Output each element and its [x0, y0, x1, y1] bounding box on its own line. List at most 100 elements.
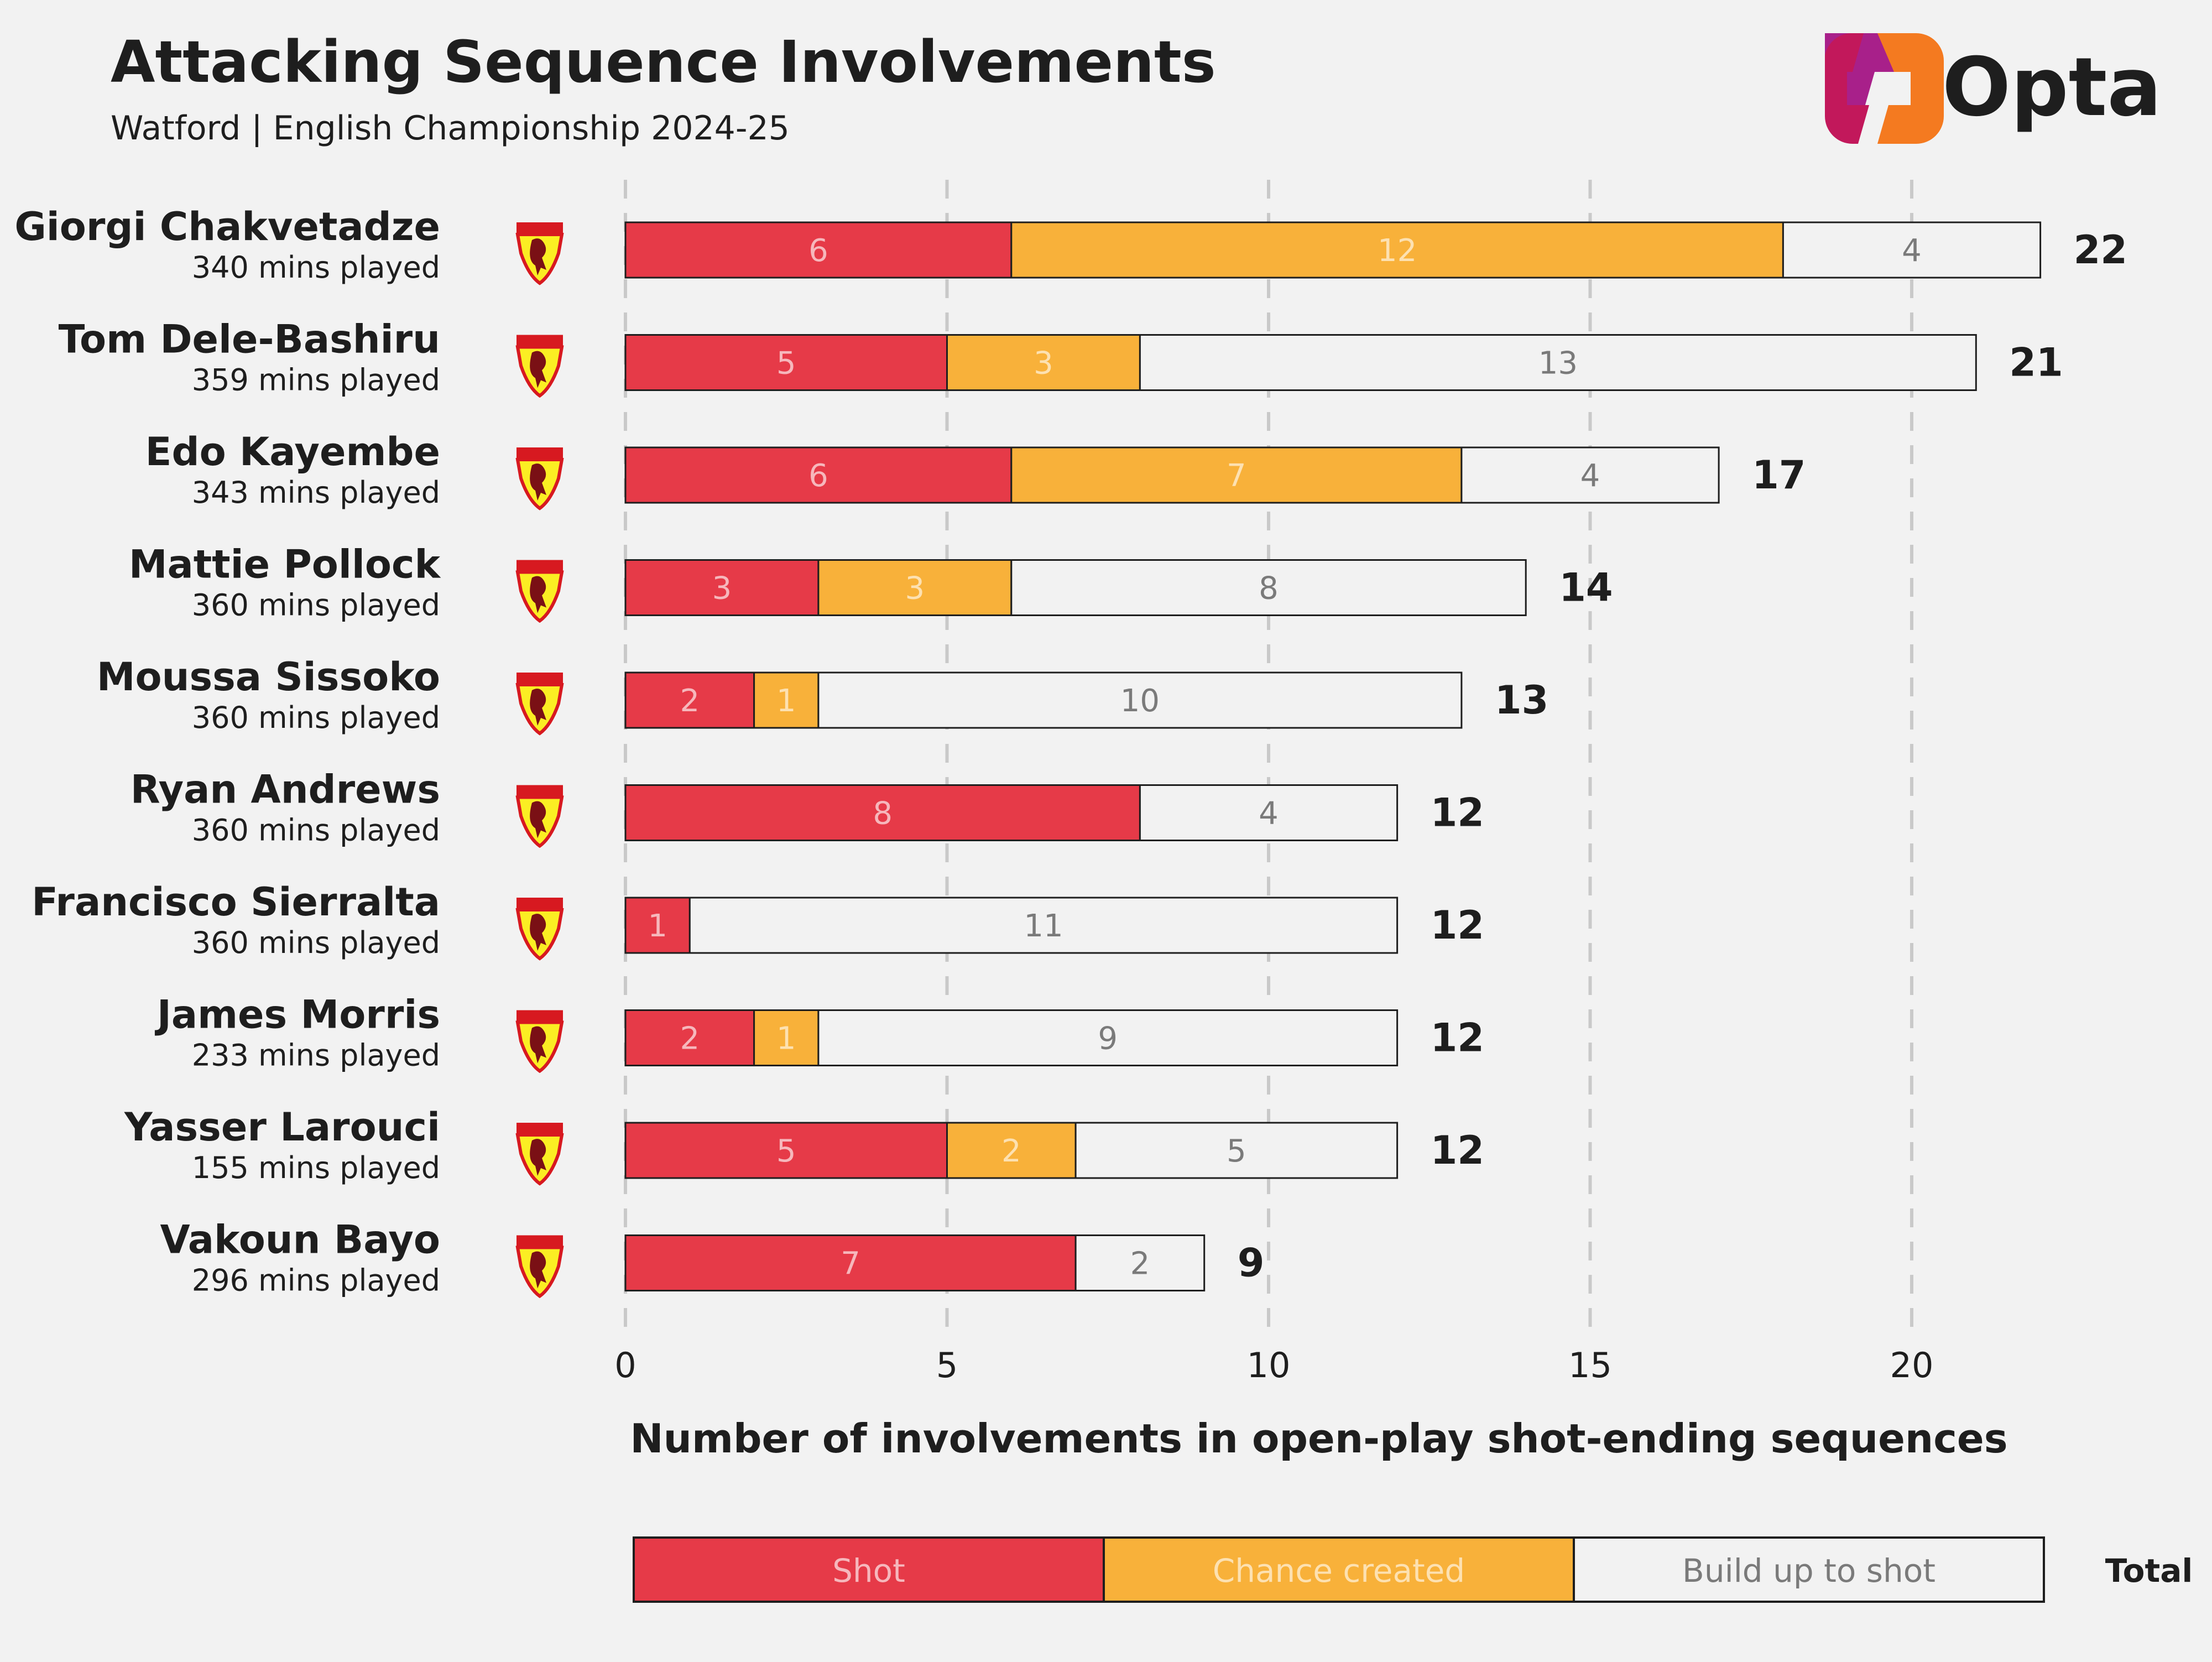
watford-badge-icon — [515, 1235, 564, 1299]
opta-logo-icon — [1825, 33, 1944, 144]
segment-value-label: 5 — [776, 1133, 796, 1169]
grid-lines — [624, 180, 1913, 1333]
segment-value-label: 2 — [1001, 1133, 1021, 1169]
player-name: Mattie Pollock — [129, 542, 441, 587]
segment-value-label: 5 — [776, 346, 796, 382]
segment-value-label: 7 — [1227, 458, 1246, 494]
segment-value-label: 7 — [841, 1246, 860, 1282]
bar-segment — [946, 334, 1141, 391]
minutes-played: 233 mins played — [192, 1038, 440, 1073]
x-tick-label: 0 — [614, 1345, 636, 1385]
legend-swatch — [1103, 1536, 1575, 1603]
segment-value-label: 3 — [1034, 346, 1053, 382]
segment-value-label: 12 — [1378, 233, 1417, 269]
minutes-played: 343 mins played — [192, 475, 440, 510]
segment-value-label: 2 — [1130, 1246, 1150, 1282]
player-name: Edo Kayembe — [145, 429, 440, 475]
total-value-label: 14 — [1559, 565, 1613, 611]
x-tick-label: 20 — [1890, 1345, 1934, 1385]
x-tick-label: 10 — [1247, 1345, 1291, 1385]
bar-segment — [753, 671, 820, 729]
segment-value-label: 2 — [680, 683, 700, 719]
segment-value-label: 3 — [905, 571, 925, 607]
segment-value-label: 13 — [1538, 346, 1578, 382]
segment-value-label: 6 — [808, 458, 828, 494]
total-value-label: 12 — [1431, 903, 1484, 948]
legend: Shot Chance created Build up to shot Total — [633, 1536, 2193, 1603]
total-value-label: 12 — [1431, 1128, 1484, 1173]
bar-segment — [1074, 1234, 1206, 1291]
legend-total-label: Total — [2105, 1552, 2193, 1590]
player-name: James Morris — [155, 992, 440, 1038]
total-value-label: 21 — [2009, 340, 2063, 385]
segment-value-label: 10 — [1120, 683, 1160, 719]
bar-segment — [624, 1122, 948, 1179]
legend-swatch — [633, 1536, 1105, 1603]
minutes-played: 359 mins played — [192, 363, 440, 398]
bar-segment — [1139, 334, 1977, 391]
watford-badge-icon — [515, 335, 564, 398]
minutes-played: 360 mins played — [192, 813, 440, 848]
bar-segment — [817, 671, 1463, 729]
total-value-label: 17 — [1752, 452, 1806, 498]
segment-value-label: 5 — [1227, 1133, 1246, 1169]
watford-badge-icon — [515, 560, 564, 623]
watford-badge-icon — [515, 1123, 564, 1186]
watford-badge-icon — [515, 785, 564, 848]
minutes-played: 340 mins played — [192, 250, 440, 285]
bar-segment — [817, 559, 1013, 616]
minutes-played: 296 mins played — [192, 1263, 440, 1298]
chart-title: Attacking Sequence Involvements — [111, 28, 1216, 96]
legend-label: Chance created — [1213, 1552, 1465, 1590]
opta-logo: Opta — [1825, 33, 2162, 144]
opta-wordmark: Opta — [1942, 40, 2162, 134]
minutes-played: 360 mins played — [192, 925, 440, 960]
segment-value-label: 2 — [680, 1021, 700, 1057]
segment-value-label: 4 — [1580, 458, 1600, 494]
watford-badge-icon — [515, 673, 564, 736]
player-name: Yasser Larouci — [124, 1104, 440, 1150]
total-value-label: 12 — [1431, 1015, 1484, 1061]
x-axis: 0 5 10 15 20 — [614, 1345, 1933, 1385]
segment-value-label: 4 — [1902, 233, 1922, 269]
bar-segment — [1139, 784, 1399, 841]
bar-segment — [817, 1009, 1399, 1066]
bar-segment — [1460, 446, 1720, 504]
player-name: Giorgi Chakvetadze — [14, 204, 440, 249]
bar-segment — [1010, 559, 1527, 616]
player-name: Vakoun Bayo — [160, 1217, 440, 1263]
bar-segment — [624, 221, 1013, 279]
segment-value-label: 6 — [808, 233, 828, 269]
segment-value-label: 1 — [776, 683, 796, 719]
segment-value-label: 4 — [1259, 796, 1279, 832]
watford-badge-icon — [515, 1010, 564, 1074]
minutes-played: 360 mins played — [192, 700, 440, 735]
bar-segment — [624, 1009, 755, 1066]
bar-segment — [624, 334, 948, 391]
bar-segment — [1782, 221, 2042, 279]
bar-segment — [1074, 1122, 1399, 1179]
bar-segment — [1010, 446, 1463, 504]
x-axis-label: Number of involvements in open-play shot… — [630, 1415, 2007, 1462]
total-value-label: 22 — [2074, 227, 2127, 273]
player-name: Francisco Sierralta — [32, 879, 440, 925]
player-name: Moussa Sissoko — [97, 654, 440, 700]
x-tick-label: 5 — [936, 1345, 958, 1385]
segment-value-label: 11 — [1024, 908, 1063, 944]
legend-label: Shot — [832, 1552, 905, 1590]
chart-subtitle: Watford | English Championship 2024-25 — [111, 109, 790, 148]
bar-segment — [624, 559, 820, 616]
segment-value-label: 1 — [648, 908, 667, 944]
total-value-label: 9 — [1238, 1241, 1265, 1286]
player-name: Ryan Andrews — [131, 767, 440, 812]
minutes-played: 360 mins played — [192, 588, 440, 623]
segment-value-label: 1 — [776, 1021, 796, 1057]
player-name: Tom Dele-Bashiru — [59, 317, 440, 362]
bar-segment — [624, 671, 755, 729]
watford-badge-icon — [515, 447, 564, 510]
segment-value-label: 9 — [1098, 1021, 1118, 1057]
segment-value-label: 8 — [873, 796, 893, 832]
